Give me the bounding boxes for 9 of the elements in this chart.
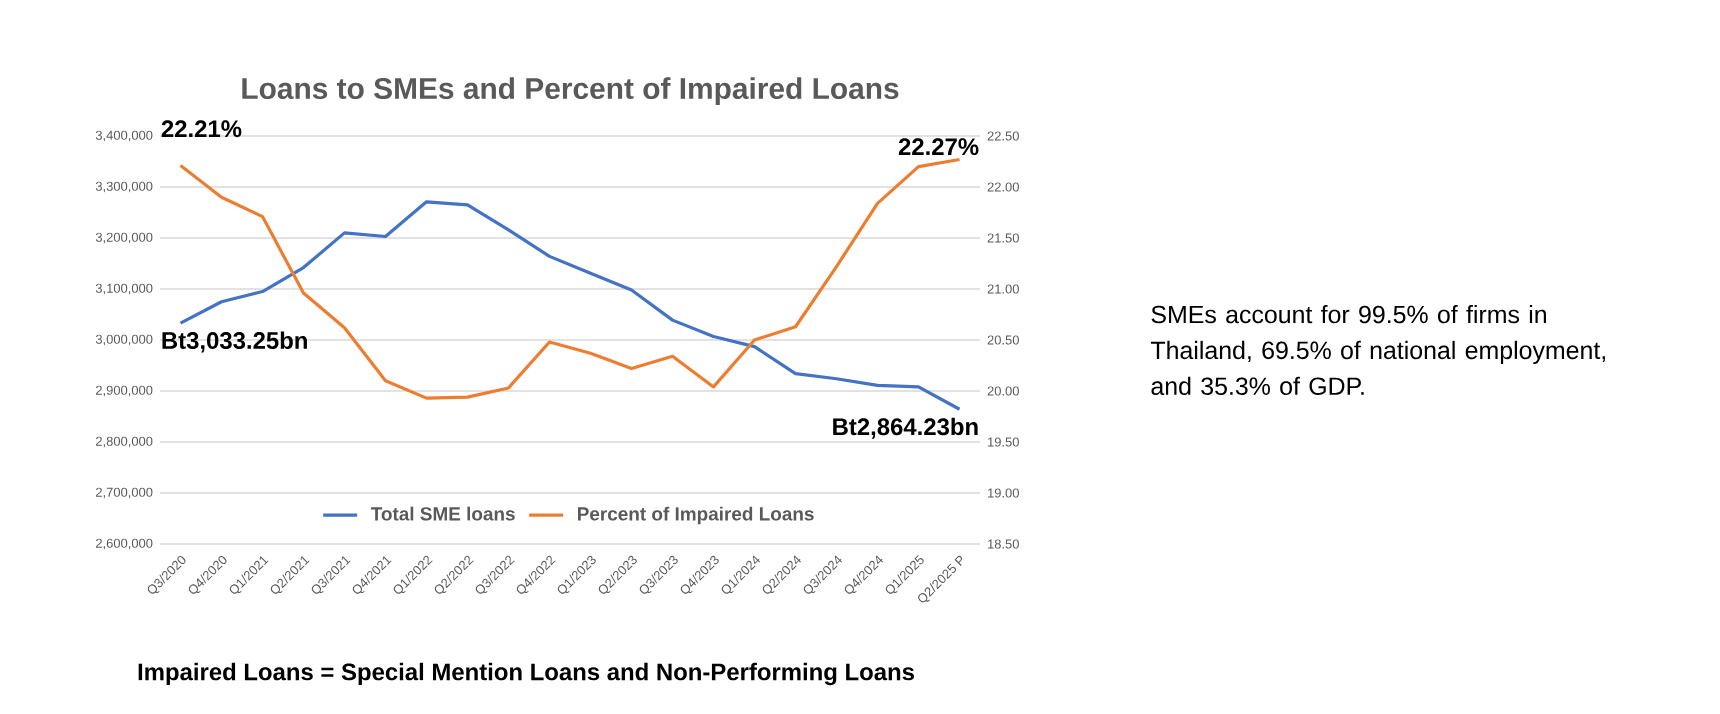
data-label: Bt3,033.25bn [162, 331, 307, 353]
text: SMEs account for 99.5% of firms in Thailand, 69.5% of national employment, and 35.3% of GDP. [1150, 304, 1605, 396]
data-label: 22.21% [161, 120, 242, 138]
legend-label: Total SME loans [370, 506, 515, 521]
data-label: 22.27% [898, 138, 979, 156]
text: Impaired Loans = Special Mention Loans and Non-Performing Loans [138, 662, 914, 686]
legend-label: Percent of Impaired Loans [578, 506, 814, 525]
chart-title: Loans to SMEs and Percent of Impaired Loans [242, 77, 899, 105]
data-label: Bt2,864.23bn [833, 417, 978, 439]
